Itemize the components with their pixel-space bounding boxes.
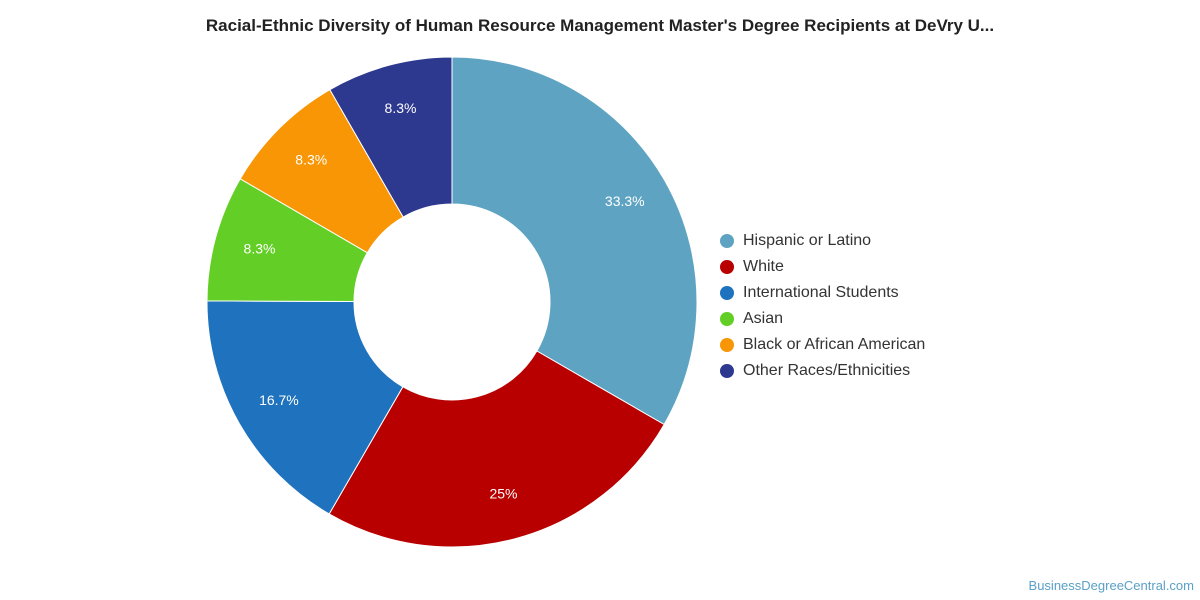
slice-other-races-ethnicities[interactable] (329, 56, 453, 218)
legend-swatch (720, 260, 734, 274)
chart-legend: Hispanic or Latino White International Stu… (720, 228, 925, 384)
legend-item[interactable]: International Students (720, 280, 925, 306)
slice-label: 8.3% (244, 240, 276, 256)
legend-swatch (720, 234, 734, 248)
slice-white[interactable] (328, 350, 665, 548)
slice-label: 8.3% (295, 151, 327, 167)
legend-item[interactable]: Hispanic or Latino (720, 228, 925, 254)
slice-label: 16.7% (259, 392, 299, 408)
slice-label: 33.3% (605, 193, 645, 209)
legend-label: Other Races/Ethnicities (743, 362, 911, 379)
legend-label: Black or African American (743, 336, 926, 353)
source-credit[interactable]: BusinessDegreeCentral.com (1028, 578, 1194, 593)
legend-item[interactable]: White (720, 254, 925, 280)
legend-item[interactable]: Other Races/Ethnicities (720, 358, 925, 384)
legend-item[interactable]: Black or African American (720, 332, 925, 358)
legend-label: White (743, 258, 784, 275)
slice-label: 8.3% (385, 100, 417, 116)
legend-swatch (720, 338, 734, 352)
slice-hispanic-or-latino[interactable] (451, 56, 698, 426)
slice-label: 25% (489, 485, 517, 501)
legend-swatch (720, 286, 734, 300)
legend-label: International Students (743, 284, 899, 301)
legend-item[interactable]: Asian (720, 306, 925, 332)
chart-title: Racial-Ethnic Diversity of Human Resourc… (205, 16, 995, 35)
slice-international-students[interactable] (206, 300, 404, 515)
legend-label: Asian (743, 310, 784, 327)
legend-label: Hispanic or Latino (743, 232, 872, 249)
legend-swatch (720, 364, 734, 378)
legend-swatch (720, 312, 734, 326)
